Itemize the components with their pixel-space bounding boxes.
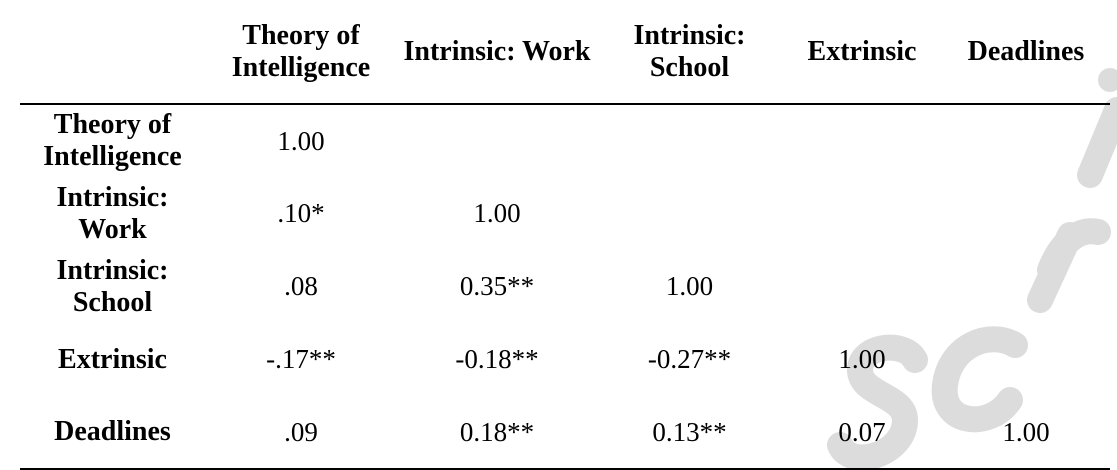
table-cell [942, 104, 1110, 177]
table-cell: -0.18** [455, 344, 539, 374]
column-header-intrinsic-school: Intrinsic: School [597, 0, 782, 105]
row-header-deadlines: Deadlines [20, 396, 205, 470]
table-cell: -0.27** [647, 344, 732, 374]
table-cell [782, 177, 942, 250]
column-header-label: Theory of Intelligence [231, 19, 371, 83]
table-row: Intrinsic: School .08 0.35** 1.00 [20, 250, 1110, 323]
row-header-extrinsic: Extrinsic [58, 343, 167, 375]
table-row: Theory of Intelligence 1.00 [20, 104, 1110, 177]
header-row: Theory of Intelligence Intrinsic: Work I… [20, 0, 1110, 105]
table-cell [942, 177, 1110, 250]
table-cell: 0.35** [459, 271, 535, 301]
table-row: Deadlines .09 0.18** 0.13** 0.07 1.00 [20, 396, 1110, 470]
table-cell [597, 177, 782, 250]
row-header-intrinsic-work: Intrinsic: Work [56, 181, 169, 245]
table-cell: 0.07 [782, 396, 942, 470]
column-header-intrinsic-work: Intrinsic: Work [397, 0, 597, 105]
table-cell: .09 [205, 396, 397, 470]
column-header-label: Intrinsic: School [633, 19, 746, 83]
table-cell: 1.00 [838, 344, 886, 374]
column-header-label: Intrinsic: Work [403, 35, 591, 67]
table-row: Intrinsic: Work .10* 1.00 [20, 177, 1110, 250]
table-cell: 1.00 [473, 198, 521, 228]
column-header-theory-of-intelligence: Theory of Intelligence [205, 0, 397, 105]
table-cell [597, 104, 782, 177]
table-cell [782, 250, 942, 323]
table-cell: 1.00 [942, 396, 1110, 470]
row-header-intrinsic-school: Intrinsic: School [56, 254, 169, 318]
table-cell [942, 323, 1110, 396]
column-header-extrinsic: Extrinsic [782, 0, 942, 105]
table-row: Extrinsic -.17** -0.18** -0.27** 1.00 [20, 323, 1110, 396]
table-cell: 1.00 [277, 125, 325, 156]
table-cell [782, 104, 942, 177]
column-header-deadlines: Deadlines [942, 0, 1110, 105]
table-cell: .10* [277, 198, 325, 228]
header-corner [20, 0, 205, 105]
table-cell: .08 [284, 271, 318, 301]
table-cell: -.17** [266, 344, 336, 374]
table-cell: 1.00 [665, 271, 714, 301]
table-cell [942, 250, 1110, 323]
correlation-table: Theory of Intelligence Intrinsic: Work I… [20, 0, 1110, 470]
table-cell [397, 104, 597, 177]
row-header-theory-of-intelligence: Theory of Intelligence [43, 109, 182, 172]
table-cell: 0.18** [397, 396, 597, 470]
table-cell: 0.13** [597, 396, 782, 470]
